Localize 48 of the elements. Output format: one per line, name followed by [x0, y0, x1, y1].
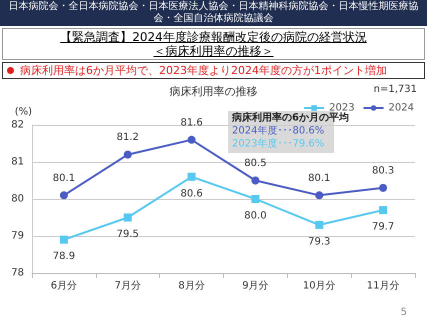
x-tick-label: 9月分 — [242, 280, 269, 292]
y-tick-label: 81 — [11, 156, 24, 168]
point — [60, 236, 68, 244]
x-tick-label: 11月分 — [366, 280, 400, 292]
data-label: 78.9 — [52, 251, 76, 262]
chart-subtitle: ＜病床利用率の推移＞ — [152, 44, 274, 58]
text: 日本病院会・全日本病院協会・日本医療法人協会・日本精神科病院協会・日本慢性期医療協会・全国自治体病院協議会 — [0, 0, 427, 26]
point — [188, 172, 196, 181]
text: 病床利用率の6か月の平均 — [231, 112, 350, 124]
y-tick-label: 78 — [11, 268, 24, 278]
data-label: 80.3 — [372, 165, 394, 176]
point — [124, 150, 132, 159]
text: 5 — [400, 307, 407, 318]
annotation: 2024年度･･･80.6% — [232, 124, 324, 136]
text: n=1,731 — [374, 84, 417, 95]
data-label: 80.6 — [180, 188, 203, 200]
data-label: 81.2 — [116, 132, 139, 144]
data-label: 80.5 — [244, 158, 267, 169]
data-label: 80.0 — [244, 210, 267, 222]
point — [60, 191, 68, 200]
data-label: 80.1 — [308, 172, 330, 184]
annotation: 2023年度･･･79.6% — [232, 138, 324, 150]
y-axis-title: (%) — [14, 106, 32, 118]
point — [188, 136, 196, 144]
point — [124, 214, 132, 222]
data-label: 79.7 — [372, 222, 394, 233]
y-tick-label: 82 — [11, 120, 24, 130]
legend-label: 2023 — [329, 102, 355, 114]
data-label: 81.6 — [180, 117, 203, 128]
x-tick-label: 10月分 — [302, 280, 336, 292]
legend-label: 2024 — [388, 102, 414, 114]
point — [251, 195, 260, 203]
data-label: 80.1 — [52, 172, 76, 184]
y-tick-label: 80 — [11, 194, 24, 204]
text: 病床利用率の推移 — [170, 85, 258, 98]
chart-title: 【緊急調査】2024年度診療報酬改定後の病院の経営状況 — [59, 30, 368, 44]
point — [379, 206, 388, 214]
x-tick-label: 8月分 — [178, 280, 205, 292]
point — [315, 191, 324, 200]
y-tick-label: 79 — [11, 230, 24, 242]
data-label: 79.3 — [308, 236, 330, 248]
point — [315, 220, 324, 229]
point — [379, 184, 388, 192]
data-label: 79.5 — [116, 229, 139, 240]
x-tick-label: 7月分 — [114, 280, 141, 292]
point — [251, 176, 260, 184]
text: 病床利用率は6か月平均で、2023年度より2024年度の方が1ポイント増加 — [20, 64, 387, 77]
x-tick-label: 6月分 — [50, 280, 78, 292]
